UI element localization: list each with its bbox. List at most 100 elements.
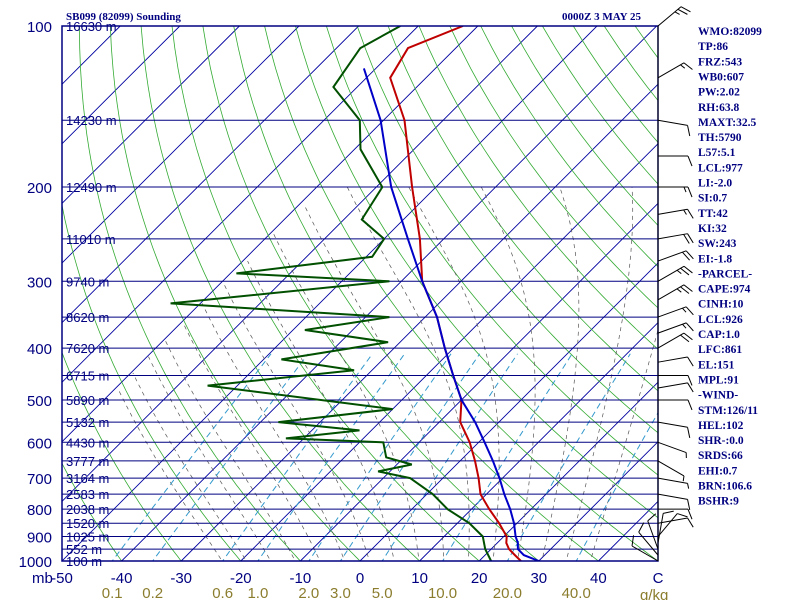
isotherm-line (62, 26, 419, 383)
dry-adiabat-line (418, 26, 658, 350)
isotherm-line (62, 26, 181, 145)
height-label: 2038 m (66, 502, 109, 517)
mixing-ratio-line (506, 353, 631, 561)
dry-adiabat-line (542, 26, 658, 185)
wind-barb-staff (657, 208, 688, 215)
stability-index-item: L57:5.1 (698, 147, 736, 159)
wind-barb-flag (687, 427, 691, 438)
dry-adiabat-line (449, 26, 658, 309)
wind-barb-flag (687, 186, 693, 198)
dry-adiabat-line (62, 202, 242, 561)
stability-index-item: EHI:0.7 (698, 465, 738, 477)
temperature-tick-label: -50 (51, 570, 73, 587)
wind-barb-staff (657, 382, 688, 389)
dry-adiabat-line (295, 26, 658, 519)
wind-barb-flag (687, 375, 693, 386)
wind-barb (657, 382, 694, 393)
temperature-tick-label: 20 (471, 570, 488, 587)
stability-index-item: TH:5790 (698, 132, 742, 144)
stability-index-item: FRZ:543 (698, 56, 742, 68)
isotherm-line (62, 26, 240, 205)
wind-barb-flag (687, 382, 694, 393)
dry-adiabat-line (759, 26, 800, 572)
wind-barb-flag (680, 334, 690, 343)
wind-barb-flag (638, 522, 645, 533)
pressure-tick-label: 200 (27, 180, 52, 197)
wind-barb-flag (631, 535, 635, 547)
wind-barb-staff (657, 332, 685, 349)
wind-barb-flag (683, 284, 693, 292)
stability-index-item: LI:-2.0 (698, 178, 732, 190)
moist-adiabat-line (590, 328, 658, 561)
pressure-tick-label: 100 (27, 19, 52, 36)
dry-adiabat-line (62, 351, 182, 561)
height-label: 3777 m (66, 454, 109, 469)
wind-barb-staff (657, 284, 685, 301)
stability-indices-panel: WMO:82099 TP:86 FRZ:543 WB0:607 PW:2.02 RH:63… (698, 26, 762, 508)
wind-barb-staff (657, 233, 688, 240)
wind-barb (658, 155, 693, 167)
wind-barb (657, 322, 694, 334)
moist-adiabat-line (480, 186, 536, 561)
mixing-ratio-tick-label: 20.0 (493, 585, 522, 600)
stability-index-item: MAXT:32.5 (698, 117, 756, 129)
wind-barb-flag (687, 508, 693, 520)
wind-barb-column (631, 6, 694, 562)
wind-barb-staff (657, 6, 682, 27)
stability-index-item: MPL:91 (698, 374, 739, 386)
wind-barb (657, 513, 688, 537)
stability-index-item: PW:2.02 (698, 87, 740, 99)
stability-index-item: WMO:82099 (698, 26, 762, 38)
stability-index-item: SI:0.7 (698, 193, 727, 205)
wind-barb (631, 535, 659, 562)
stability-index-item: EI:-1.8 (698, 253, 732, 265)
height-label: 4430 m (66, 435, 109, 450)
wind-barb-half-flag (674, 11, 680, 15)
wind-barb-flag (685, 322, 694, 332)
height-label: 1520 m (66, 516, 109, 531)
wind-barb (657, 356, 694, 367)
stability-index-item: TP:86 (698, 41, 728, 53)
wind-barb-flag (687, 208, 694, 219)
mixing-ratio-unit-label: g/kg (640, 587, 668, 600)
height-label: 100 m (66, 554, 102, 569)
dry-adiabat-line (202, 26, 540, 561)
height-label: 2583 m (66, 487, 109, 502)
stability-index-item: KI:32 (698, 223, 727, 235)
wind-barb-flag (687, 125, 691, 137)
isotherm-line (62, 26, 598, 561)
wind-barb-flag (680, 286, 690, 294)
pressure-tick-label: 800 (27, 502, 52, 519)
wind-barb-staff (657, 513, 678, 537)
stability-index-item: TT:42 (698, 208, 728, 220)
height-label: 11010 m (66, 232, 116, 247)
stability-index-item: RH:63.8 (698, 102, 739, 114)
mixing-ratio-tick-label: 0.2 (142, 585, 163, 600)
wind-barb (657, 306, 694, 318)
pressure-tick-label: 700 (27, 471, 52, 488)
sounding-time: 0000Z 3 MAY 25 (562, 11, 641, 23)
wind-barb (657, 250, 694, 262)
wind-barb (657, 441, 687, 458)
temperature-tick-label: 40 (590, 570, 607, 587)
wind-barb (657, 510, 674, 543)
mixing-ratio-line (152, 353, 309, 561)
wind-barb (657, 265, 693, 282)
wind-barb-flag (683, 234, 690, 244)
wind-barb-staff (657, 421, 688, 428)
height-label: 5890 m (66, 393, 109, 408)
moist-adiabat-line (164, 339, 296, 561)
stability-index-item: CINH:10 (698, 299, 744, 311)
wind-barb (657, 284, 693, 301)
temperature-profile-line (389, 26, 522, 561)
isotherm-line (62, 26, 300, 264)
wind-barb-staff (657, 477, 688, 484)
temperature-tick-label: 30 (530, 570, 547, 587)
dry-adiabat-line (789, 26, 800, 572)
wind-barb-staff (647, 520, 659, 550)
wind-barb-flag (663, 510, 674, 514)
dry-adiabat-line (171, 26, 480, 561)
wind-barb (658, 508, 693, 520)
wind-barb-flag (682, 251, 690, 261)
moist-adiabat-line (117, 387, 223, 561)
